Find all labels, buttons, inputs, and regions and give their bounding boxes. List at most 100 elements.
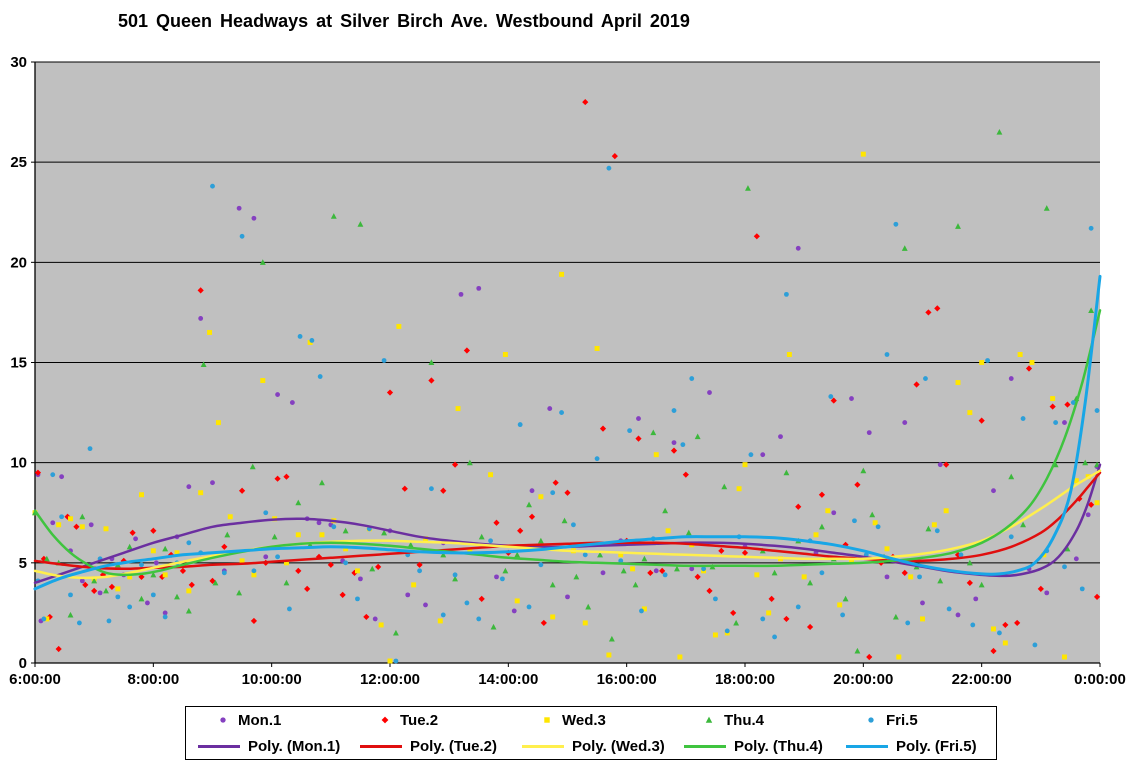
scatter-point — [87, 446, 93, 452]
scatter-point — [378, 622, 384, 628]
scatter-point — [718, 547, 725, 554]
scatter-point — [934, 305, 941, 312]
scatter-point — [937, 577, 944, 584]
scatter-point — [537, 537, 544, 544]
scatter-point — [1050, 396, 1056, 402]
scatter-point — [275, 392, 281, 397]
scatter-point — [139, 562, 144, 568]
scatter-point — [76, 620, 82, 626]
scatter-point — [144, 600, 150, 606]
y-tick-label: 15 — [10, 355, 27, 372]
scatter-point — [381, 358, 387, 363]
scatter-point — [50, 472, 56, 478]
scatter-point — [150, 527, 157, 534]
scatter-point — [283, 560, 289, 566]
scatter-point — [317, 374, 323, 379]
scatter-point — [1008, 534, 1014, 540]
scatter-point — [488, 538, 494, 544]
scatter-point — [259, 259, 266, 265]
scatter-point — [458, 291, 464, 297]
scatter-point — [902, 420, 908, 426]
scatter-point — [866, 653, 873, 661]
legend-label: Wed.3 — [562, 711, 606, 729]
scatter-point — [502, 352, 508, 357]
scatter-point — [795, 503, 802, 510]
scatter-point — [694, 573, 701, 580]
scatter-point — [357, 576, 363, 582]
square-marker-icon — [544, 717, 550, 723]
scatter-point — [671, 408, 677, 413]
scatter-point — [250, 617, 258, 625]
scatter-point — [742, 462, 748, 468]
scatter-point — [1037, 585, 1044, 592]
scatter-point — [120, 557, 127, 564]
scatter-point — [162, 545, 169, 552]
scatter-point — [115, 586, 121, 592]
scatter-point — [1014, 619, 1021, 627]
scatter-point — [150, 571, 157, 578]
x-tick-label: 16:00:00 — [597, 671, 657, 688]
trendline-Poly. (Thu.4) — [33, 309, 1102, 577]
diamond-marker-icon — [381, 716, 389, 724]
scatter-point — [849, 396, 854, 401]
scatter-point — [514, 598, 520, 604]
legend-label: Poly. (Fri.5) — [896, 737, 977, 755]
scatter-point — [872, 520, 878, 526]
scatter-point — [528, 513, 536, 520]
scatter-point — [825, 508, 831, 514]
scatter-point — [251, 568, 257, 574]
scatter-point — [760, 452, 766, 458]
scatter-point — [1062, 420, 1067, 426]
scatter-point — [647, 569, 654, 576]
scatter-point — [297, 334, 303, 339]
scatter-point — [452, 575, 459, 582]
scatter-point — [712, 596, 718, 602]
scatter-point — [227, 514, 233, 520]
scatter-point — [1062, 564, 1067, 570]
scatter-point — [369, 565, 376, 572]
scatter-point — [760, 616, 766, 622]
trendline-Poly. (Fri.5) — [33, 274, 1102, 591]
y-tick-label: 20 — [10, 254, 27, 271]
scatter-point — [271, 533, 278, 540]
scatter-point — [701, 566, 707, 572]
scatter-point — [901, 245, 908, 251]
scatter-point — [41, 616, 47, 622]
scatter-point — [682, 471, 689, 478]
scatter-point — [343, 560, 349, 566]
scatter-point — [79, 524, 85, 530]
scatter-point — [958, 552, 964, 558]
legend: Mon.1 Tue.2 Wed.3 Thu.4 Fri.5 Poly. (Mon.1) P… — [185, 706, 997, 760]
scatter-point — [978, 581, 985, 588]
scatter-point — [393, 658, 399, 664]
scatter-point — [355, 596, 360, 602]
scatter-point — [597, 551, 603, 558]
scatter-point — [730, 609, 737, 617]
scatter-point — [1020, 521, 1027, 528]
scatter-point — [198, 316, 204, 321]
scatter-point — [159, 573, 166, 580]
scatter-point — [854, 647, 861, 654]
scatter-point — [724, 628, 730, 634]
scatter-point — [966, 559, 973, 566]
scatter-point — [1002, 621, 1009, 629]
scatter-point — [82, 581, 89, 588]
scatter-point — [868, 717, 874, 723]
scatter-point — [1008, 376, 1014, 381]
scatter-point — [249, 463, 256, 470]
scatter-point — [653, 452, 659, 458]
scatter-point — [440, 612, 446, 618]
scatter-point — [428, 486, 434, 492]
scatter-point — [795, 604, 801, 610]
scatter-point — [1082, 459, 1089, 466]
scatter-point — [783, 291, 789, 297]
scatter-point — [659, 567, 666, 574]
y-tick-label: 5 — [19, 555, 27, 572]
scatter-point — [476, 285, 482, 291]
scatter-point — [662, 572, 668, 578]
scatter-point — [852, 518, 857, 524]
trendline-swatch-icon — [684, 744, 726, 748]
legend-item-Tue.2: Tue.2 — [348, 713, 510, 728]
scatter-point — [913, 381, 920, 388]
